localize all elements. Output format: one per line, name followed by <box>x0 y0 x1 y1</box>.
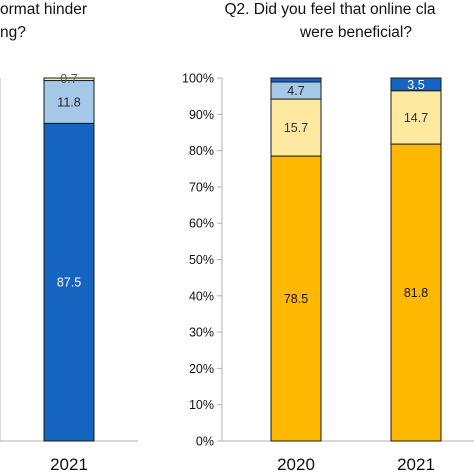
right-chart-x-ticks: 2020 2021 <box>277 455 435 474</box>
right-chart-y-ticks: 0% 10% 20% 30% 40% 50% 60% 70% 80% 90% 100% <box>182 72 214 449</box>
left-chart-bars: 87.5 11.8 0.7 <box>43 72 95 442</box>
right-bar-segment <box>270 155 322 442</box>
left-data-label: 87.5 <box>57 276 81 290</box>
right-data-label: 14.7 <box>404 111 428 125</box>
right-bar-segment <box>270 98 322 157</box>
left-chart-x-ticks: 2021 <box>50 455 88 474</box>
right-data-label: 4.7 <box>287 84 304 98</box>
right-y-tick-label: 80% <box>189 144 214 158</box>
left-data-label: 11.8 <box>57 95 80 109</box>
right-y-tick-label: 90% <box>189 108 214 122</box>
left-bar-segment <box>43 80 95 124</box>
right-y-tick-label: 60% <box>189 217 214 231</box>
right-y-tick-label: 70% <box>189 180 214 194</box>
right-chart-title-line-2: were beneficial? <box>299 24 412 41</box>
right-x-tick-label: 2021 <box>397 455 435 474</box>
right-chart: Q2. Did you feel that online cla were be… <box>182 1 474 474</box>
right-data-label: 78.5 <box>284 292 308 306</box>
left-chart-title-line-2: ng? <box>0 24 26 41</box>
left-chart-title-line-1: ormat hinder <box>0 1 87 18</box>
right-y-tick-label: 40% <box>189 289 214 303</box>
right-bar-segment <box>390 90 442 145</box>
right-y-tick-label: 30% <box>189 326 214 340</box>
right-y-tick-label: 10% <box>189 398 214 412</box>
right-bar-segment <box>390 143 442 442</box>
right-chart-title-line-1: Q2. Did you feel that online cla <box>224 1 435 18</box>
right-y-tick-label: 100% <box>182 72 214 86</box>
right-bar-segment <box>270 77 322 83</box>
right-data-label: 81.8 <box>404 286 428 300</box>
right-y-tick-label: 20% <box>189 362 214 376</box>
left-x-tick-label: 2021 <box>50 455 88 474</box>
right-x-tick-label: 2020 <box>277 455 315 474</box>
left-bar-segment <box>43 122 95 442</box>
right-y-tick-label: 50% <box>189 253 214 267</box>
right-data-label: 15.7 <box>284 121 308 135</box>
left-bar-segment <box>43 77 95 82</box>
left-chart: ormat hinder ng? 87.5 11.8 0.7 2021 <box>0 1 138 474</box>
right-bar-segment <box>390 77 442 92</box>
left-data-label: 0.7 <box>60 72 77 86</box>
right-y-tick-label: 0% <box>196 435 214 449</box>
right-chart-bars: 78.5 15.7 4.7 81.8 14.7 3.5 <box>270 77 442 442</box>
right-data-label: 3.5 <box>407 78 424 92</box>
